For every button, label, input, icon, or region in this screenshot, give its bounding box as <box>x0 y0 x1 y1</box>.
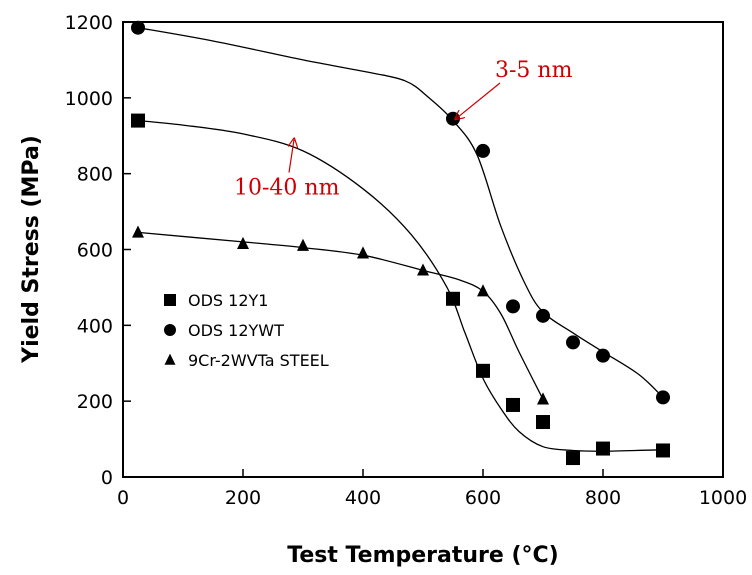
y-tick-label: 200 <box>77 391 113 413</box>
marker-series-2 <box>506 299 520 314</box>
marker-series-1 <box>131 113 145 128</box>
x-tick-label: 0 <box>117 487 129 509</box>
y-tick-label: 600 <box>77 240 113 262</box>
annotation-arrow <box>289 140 294 173</box>
marker-series-2 <box>596 348 610 363</box>
x-tick-label: 400 <box>345 487 381 509</box>
marker-series-1 <box>596 441 610 456</box>
y-axis-title: Yield Stress (MPa) <box>19 135 44 364</box>
annotation-label: 3-5 nm <box>495 58 573 83</box>
marker-series-3 <box>237 236 249 249</box>
legend-marker <box>164 353 176 365</box>
marker-series-1 <box>446 291 460 306</box>
legend: ODS 12Y1 ODS 12YWT 9Cr-2WVTa STEEL <box>164 291 329 370</box>
marker-series-3 <box>477 284 489 297</box>
marker-series-1 <box>536 415 550 430</box>
marker-series-2 <box>566 335 580 350</box>
legend-label: ODS 12Y1 <box>188 291 268 310</box>
marker-series-2 <box>656 390 670 405</box>
fit-curves <box>137 27 664 452</box>
legend-label: ODS 12YWT <box>188 321 284 340</box>
marker-series-3 <box>132 225 144 238</box>
marker-series-2 <box>476 143 490 158</box>
marker-series-3 <box>297 238 309 251</box>
legend-marker <box>164 294 176 306</box>
curve-series-3 <box>137 231 544 400</box>
annotation-arrow <box>456 82 501 119</box>
x-axis-title: Test Temperature (°C) <box>287 543 558 568</box>
annotation-label: 10-40 nm <box>234 176 340 201</box>
y-tick-label: 1200 <box>65 12 113 34</box>
marker-series-2 <box>131 20 145 35</box>
marker-series-3 <box>357 246 369 259</box>
x-tick-label: 1000 <box>699 487 747 509</box>
marker-series-1 <box>566 451 580 466</box>
marker-series-1 <box>506 397 520 412</box>
y-tick-label: 400 <box>77 315 113 337</box>
axis-ticks: 0 200 400 600 800 1000 0 200 400 600 800 1000 1200 <box>65 12 748 509</box>
curve-series-1 <box>137 119 664 452</box>
y-tick-label: 0 <box>101 467 113 489</box>
marker-series-2 <box>446 111 460 126</box>
marker-series-1 <box>476 363 490 378</box>
marker-series-3 <box>417 263 429 276</box>
x-tick-label: 200 <box>225 487 261 509</box>
data-markers <box>131 20 670 466</box>
legend-label: 9Cr-2WVTa STEEL <box>188 351 329 370</box>
legend-marker <box>164 324 176 336</box>
curve-series-2 <box>137 27 664 398</box>
marker-series-2 <box>536 308 550 323</box>
marker-series-3 <box>537 392 549 405</box>
x-tick-label: 600 <box>465 487 501 509</box>
marker-series-1 <box>656 443 670 458</box>
y-tick-label: 1000 <box>65 88 113 110</box>
annotations: 3-5 nm 10-40 nm <box>234 58 573 201</box>
y-tick-label: 800 <box>77 164 113 186</box>
x-tick-label: 800 <box>585 487 621 509</box>
